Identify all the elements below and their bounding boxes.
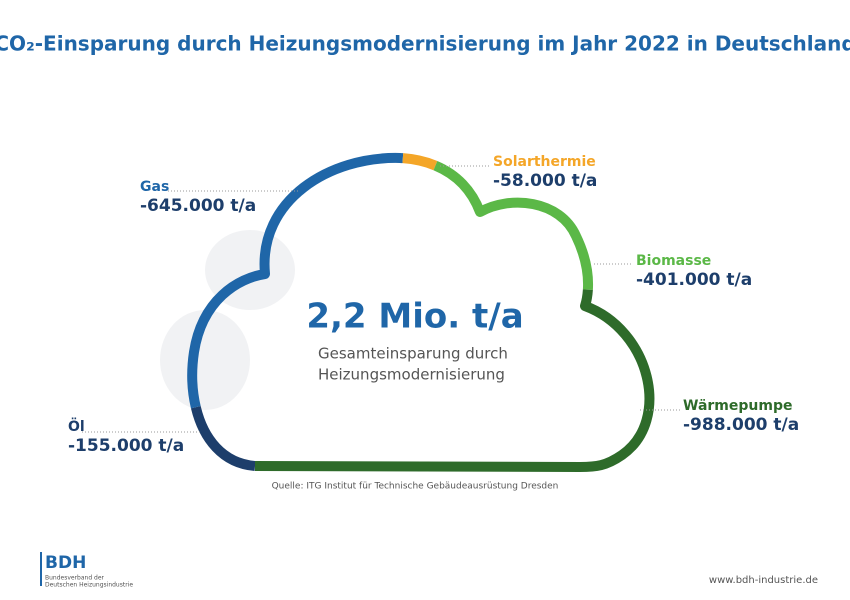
logo-sub: Deutschen Heizungsindustrie [45,582,133,589]
label-name: Solarthermie [493,154,596,170]
center-text: Heizungsmodernisierung [318,366,505,384]
cloud [187,152,655,472]
value-label: -645.000 t/a [140,196,256,216]
chart-title: CO₂-Einsparung durch Heizungsmodernisier… [0,32,850,56]
logo-sub: Bundesverband der [45,575,105,582]
cloud-segment [187,152,655,472]
label-name: Öl [68,417,85,435]
value-label: -58.000 t/a [493,171,597,191]
logo-bar [40,552,42,586]
value-label: -155.000 t/a [68,436,184,456]
label-name: Biomasse [636,253,711,269]
center-text: Gesamteinsparung durch [318,345,508,363]
cloud-segment [187,152,655,472]
total-label: 2,2 Mio. t/a [306,297,523,337]
cloud-segment [187,152,655,472]
shadow-cloud [160,310,250,410]
source: Quelle: ITG Institut für Technische Gebä… [272,482,559,492]
logo: BDH [45,553,86,573]
label-name: Wärmepumpe [683,398,792,414]
value-label: -401.000 t/a [636,270,752,290]
label-name: Gas [140,179,169,195]
url: www.bdh-industrie.de [709,575,818,586]
value-label: -988.000 t/a [683,415,799,435]
